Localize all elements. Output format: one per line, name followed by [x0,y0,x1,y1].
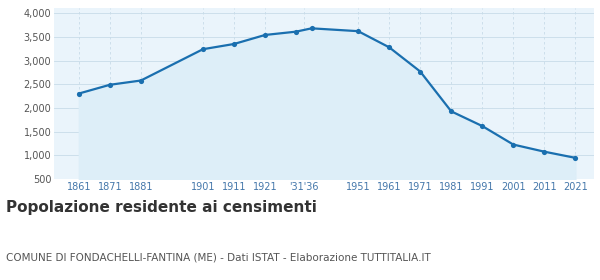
Text: Popolazione residente ai censimenti: Popolazione residente ai censimenti [6,200,317,215]
Point [509,142,518,147]
Point [229,42,239,46]
Point [415,69,425,74]
Point [291,29,301,34]
Point [478,124,487,128]
Point [571,156,580,160]
Point [198,47,208,52]
Point [307,26,316,31]
Point [385,45,394,50]
Point [136,78,146,83]
Text: COMUNE DI FONDACHELLI-FANTINA (ME) - Dati ISTAT - Elaborazione TUTTITALIA.IT: COMUNE DI FONDACHELLI-FANTINA (ME) - Dat… [6,252,431,262]
Point [74,91,83,96]
Point [105,83,115,87]
Point [539,150,549,154]
Point [353,29,363,33]
Point [260,33,270,37]
Point [446,109,456,114]
